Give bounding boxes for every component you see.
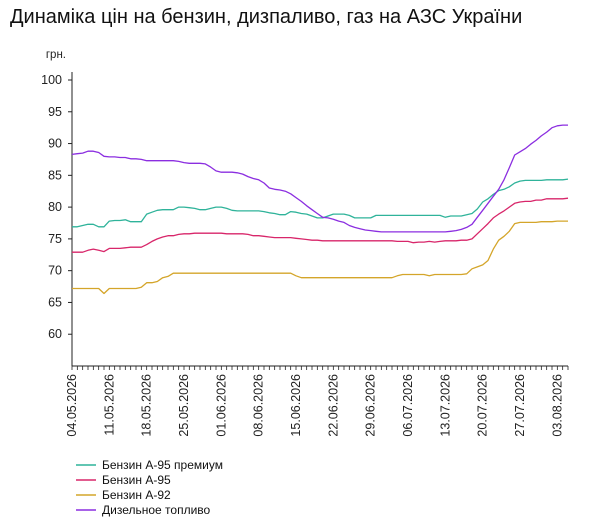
y-tick-label: 75 [48, 232, 62, 246]
y-tick-label: 100 [41, 73, 62, 87]
axes: грн. 60 65 70 75 80 85 90 95 100 04.05.2026 11.05.2… [41, 49, 569, 437]
y-tick-label: 85 [48, 168, 62, 182]
legend-label: Бензин А-95 премиум [102, 458, 223, 472]
x-tick-label: 29.06.2026 [364, 374, 378, 437]
series-line-1 [72, 178, 569, 228]
x-tick-label: 06.07.2026 [401, 374, 415, 437]
x-tick-label: 04.05.2026 [65, 374, 79, 437]
x-tick-label: 01.06.2026 [214, 374, 228, 437]
x-tick-label: 03.08.2026 [550, 374, 564, 437]
series-line-4 [71, 124, 568, 233]
x-tick-label: 08.06.2026 [252, 374, 266, 437]
y-tick-label: 60 [48, 327, 62, 341]
x-tick-label: 11.05.2026 [102, 374, 116, 436]
series-layer [71, 124, 569, 295]
y-tick-label: 65 [48, 295, 62, 309]
x-tick-label: 13.07.2026 [438, 374, 452, 437]
x-tick-label: 15.06.2026 [289, 374, 303, 437]
series-line-2 [72, 197, 569, 253]
legend-label: Бензин А-92 [102, 488, 171, 502]
y-tick-label: 95 [48, 105, 62, 119]
series-line-3 [72, 220, 568, 295]
legend-label: Бензин А-95 [102, 473, 171, 487]
y-tick-label: 70 [48, 264, 62, 278]
legend-label: Дизельное топливо [102, 503, 211, 517]
x-tick-label: 25.05.2026 [177, 374, 191, 437]
x-tick-label: 27.07.2026 [513, 374, 527, 437]
y-tick-label: 80 [48, 200, 62, 214]
y-axis-unit: грн. [46, 49, 66, 61]
x-tick-label: 18.05.2026 [140, 374, 154, 437]
chart-title: Динаміка цін на бензин, дизпаливо, газ н… [10, 6, 523, 28]
x-tick-label: 22.06.2026 [326, 374, 340, 437]
y-tick-label: 90 [48, 137, 62, 151]
x-tick-label: 20.07.2026 [476, 374, 490, 437]
